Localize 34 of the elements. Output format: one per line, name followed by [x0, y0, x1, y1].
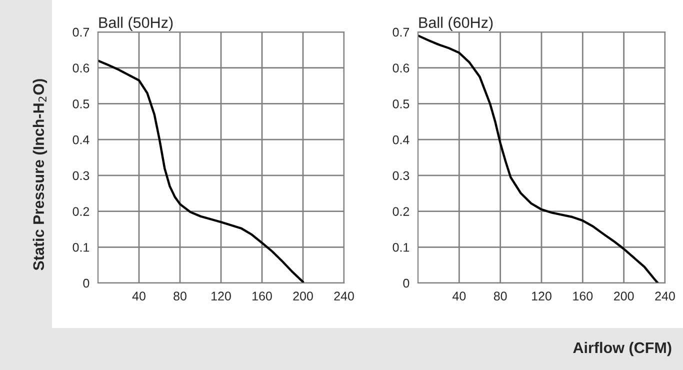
y-tick-label: 0.7 — [72, 28, 90, 37]
x-tick-label: 200 — [614, 292, 634, 301]
line-series — [98, 60, 304, 283]
y-tick-label: 0.2 — [392, 207, 410, 216]
y-tick-label: 0.1 — [392, 242, 410, 252]
y-axis-title: Static Pressure (Inch-H$_{2}$O) — [32, 79, 48, 270]
y-tick-label: 0.3 — [392, 171, 410, 180]
y-tick-label: 0.6 — [392, 64, 410, 73]
y-tick-label: 0 — [83, 278, 90, 288]
y-tick-label: 0.2 — [72, 207, 90, 216]
chart-title: Ball (60Hz) — [419, 16, 493, 31]
y-tick-label: 0.7 — [392, 28, 410, 37]
x-tick-label: 80 — [494, 292, 507, 301]
y-tick-label: 0.4 — [392, 135, 410, 144]
y-tick-label: 0.6 — [72, 64, 90, 73]
x-tick-label: 120 — [212, 292, 231, 301]
y-tick-label: 0.4 — [72, 135, 90, 144]
x-tick-label: 240 — [334, 292, 354, 301]
y-tick-label: 0.5 — [72, 100, 90, 108]
x-tick-label: 120 — [532, 292, 552, 301]
y-tick-label: 0.3 — [72, 171, 90, 180]
x-tick-label: 240 — [655, 292, 675, 301]
chart-title: Ball (50Hz) — [99, 16, 173, 31]
x-tick-label: 80 — [174, 292, 186, 301]
x-tick-label: 200 — [293, 292, 313, 301]
x-tick-label: 40 — [452, 292, 466, 301]
y-tick-label: 0.1 — [72, 242, 90, 252]
y-tick-label: 0.5 — [392, 100, 410, 108]
x-tick-label: 160 — [573, 292, 593, 301]
line-series — [418, 34, 659, 283]
y-tick-label: 0 — [403, 278, 410, 288]
x-tick-label: 160 — [252, 292, 272, 301]
x-tick-label: 40 — [132, 292, 146, 301]
x-axis-title: Airflow (CFM) — [573, 342, 672, 356]
